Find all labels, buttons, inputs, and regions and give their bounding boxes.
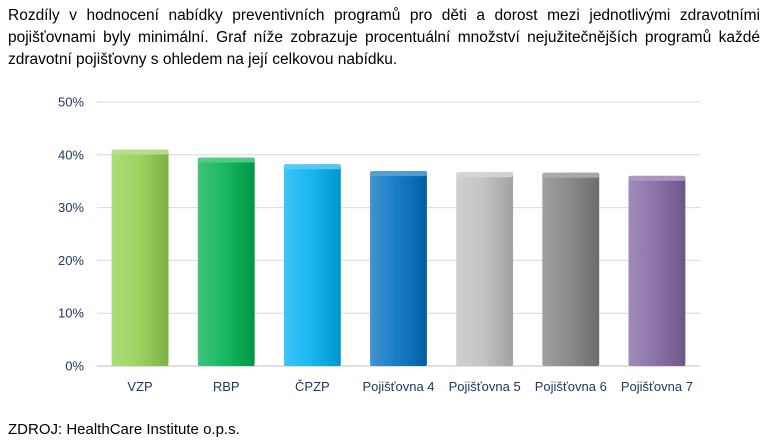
x-tick-label: Pojišťovna 6: [535, 379, 607, 394]
x-tick-label: Pojišťovna 7: [621, 379, 693, 394]
x-tick-label: VZP: [127, 379, 152, 394]
source-note: ZDROJ: HealthCare Institute o.p.s.: [8, 421, 240, 438]
bar-chart-svg: 0% 10% 20% 30% 40% 50% VZP RBP ČPZP Pojišťovna 4…: [58, 95, 700, 394]
bar-pojišťovna-5: [456, 172, 514, 366]
bar-top-highlight: [370, 171, 427, 177]
x-tick-label: Pojišťovna 5: [449, 379, 521, 394]
bar-vzp: [111, 149, 169, 366]
bar-top-highlight: [542, 172, 600, 178]
bar-pojišťovna-6: [542, 172, 600, 366]
bar-top-highlight: [628, 175, 686, 181]
y-tick-label: 0%: [65, 359, 84, 374]
y-axis-tick-labels: 0% 10% 20% 30% 40% 50%: [58, 95, 84, 374]
x-axis-tick-labels: VZP RBP ČPZP Pojišťovna 4 Pojišťovna 5 Pojišť…: [127, 379, 693, 394]
x-tick-label: ČPZP: [295, 379, 330, 394]
x-tick-label: Pojišťovna 4: [362, 379, 434, 394]
y-tick-label: 40%: [58, 147, 84, 162]
bar-top-highlight: [283, 164, 341, 170]
y-tick-label: 10%: [58, 306, 84, 321]
x-tick-label: RBP: [213, 379, 240, 394]
bar-chart: 0% 10% 20% 30% 40% 50% VZP RBP ČPZP Pojišťovna 4…: [0, 85, 770, 405]
y-tick-label: 30%: [58, 200, 84, 215]
bar-pojišťovna-4: [370, 171, 427, 366]
bar-top-highlight: [456, 172, 514, 178]
y-tick-label: 20%: [58, 253, 84, 268]
bar-top-highlight: [197, 157, 255, 163]
bars: [111, 149, 686, 366]
y-tick-label: 50%: [58, 95, 84, 110]
bar-top-highlight: [111, 149, 169, 155]
bar-čpzp: [283, 164, 341, 366]
intro-paragraph: Rozdíly v hodnocení nabídky preventivníc…: [8, 7, 760, 68]
bar-pojišťovna-7: [628, 175, 686, 366]
bar-rbp: [197, 157, 255, 366]
